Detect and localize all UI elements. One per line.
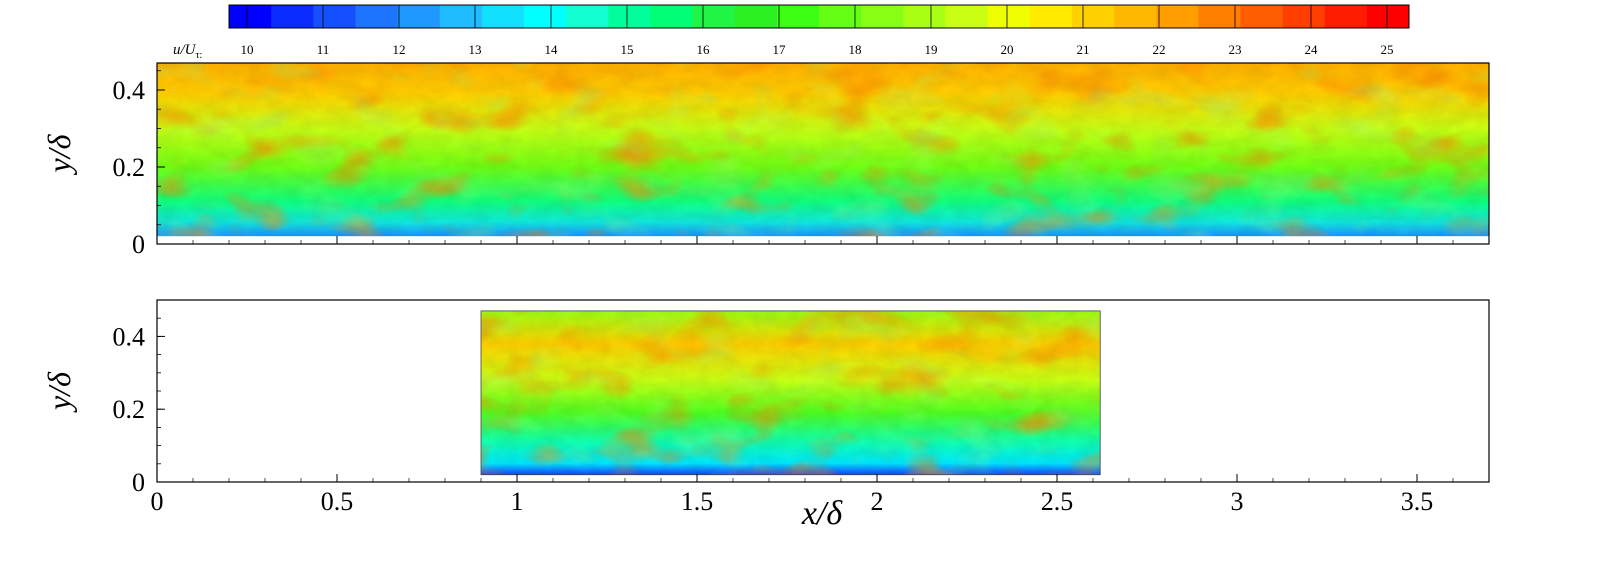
colorbar-swatch	[1029, 5, 1073, 28]
x-axis-label: x/δ	[801, 495, 844, 532]
colorbar-swatch	[776, 5, 820, 28]
colorbar-swatch	[1198, 5, 1241, 28]
colorbar-swatch	[1324, 5, 1368, 28]
colorbar-swatch	[1071, 5, 1115, 28]
colorbar-swatch	[271, 5, 314, 28]
bottom-field-texture	[481, 310, 1101, 475]
bottom-y-ticks: 0 0.2 0.4	[113, 299, 165, 497]
colorbar-tick-label: 17	[773, 42, 787, 57]
top-y-ticks: 0 0.2 0.4	[113, 70, 165, 259]
colorbar-tick-label: 12	[393, 42, 406, 57]
colorbar-swatch	[1282, 5, 1326, 28]
y-tick-label: 0	[132, 230, 145, 259]
colorbar-swatch	[1366, 5, 1410, 28]
bottom-x-ticks: 0 0.5 1 1.5 2 2.5 3 3.5	[151, 474, 1454, 516]
colorbar-swatch	[229, 5, 272, 28]
bottom-field	[481, 310, 1101, 475]
colorbar-swatch	[313, 5, 356, 28]
colorbar-swatch	[397, 5, 441, 28]
colorbar-tick-labels: 10 11 12 13 14 15 16 17 18 19 20 21 22 23 24 25	[241, 42, 1394, 57]
y-tick-label: 0.4	[113, 322, 146, 351]
bottom-field-border	[480, 310, 1101, 476]
colorbar: 10 11 12 13 14 15 16 17 18 19 20 21 22 23 24 25 u/Uτ:	[173, 4, 1410, 61]
colorbar-swatch	[439, 5, 483, 28]
x-tick-label: 2	[871, 487, 884, 516]
colorbar-border	[228, 4, 1410, 29]
colorbar-tick-label: 16	[697, 42, 711, 57]
colorbar-swatch	[1240, 5, 1284, 28]
colorbar-swatch	[566, 5, 609, 28]
top-field-texture	[157, 63, 1489, 237]
x-tick-label: 1	[511, 487, 524, 516]
y-tick-label: 0	[132, 468, 145, 497]
colorbar-swatch	[734, 5, 778, 28]
colorbar-label: u/Uτ:	[173, 42, 202, 61]
colorbar-swatch	[1114, 5, 1157, 28]
colorbar-tick-label: 24	[1305, 42, 1319, 57]
top-panel: 0 0.2 0.4 y/δ	[41, 62, 1490, 259]
x-tick-label: 2.5	[1041, 487, 1074, 516]
colorbar-swatch	[945, 5, 989, 28]
y-tick-label: 0.2	[113, 395, 146, 424]
colorbar-tick-label: 11	[317, 42, 330, 57]
colorbar-tick-label: 18	[849, 42, 862, 57]
colorbar-tick-label: 22	[1153, 42, 1166, 57]
colorbar-tick-label: 20	[1001, 42, 1014, 57]
colorbar-tick-label: 15	[621, 42, 634, 57]
colorbar-swatch	[608, 5, 651, 28]
bottom-panel: 0 0.5 1 1.5 2 2.5 3 3.5 0 0.2 0.4 y/δ x/δ	[41, 299, 1490, 532]
colorbar-swatch	[481, 5, 525, 28]
y-tick-label: 0.4	[113, 76, 146, 105]
colorbar-swatch	[903, 5, 946, 28]
top-field	[157, 63, 1489, 237]
colorbar-tick-label: 25	[1381, 42, 1394, 57]
x-tick-label: 0	[151, 487, 164, 516]
colorbar-swatch	[692, 5, 736, 28]
x-tick-label: 3.5	[1401, 487, 1434, 516]
colorbar-swatch	[819, 5, 862, 28]
colorbar-swatch	[987, 5, 1031, 28]
colorbar-swatch	[861, 5, 904, 28]
colorbar-swatch	[1156, 5, 1199, 28]
x-tick-label: 0.5	[321, 487, 354, 516]
colorbar-tick-label: 10	[241, 42, 254, 57]
y-tick-label: 0.2	[113, 153, 146, 182]
colorbar-tick-label: 21	[1077, 42, 1090, 57]
colorbar-tick-label: 19	[925, 42, 938, 57]
colorbar-swatch	[524, 5, 567, 28]
colorbar-tick-label: 13	[469, 42, 482, 57]
colorbar-tick-label: 14	[545, 42, 559, 57]
colorbar-tick-label: 23	[1229, 42, 1242, 57]
x-tick-label: 3	[1231, 487, 1244, 516]
top-x-ticks	[156, 236, 1454, 244]
x-tick-label: 1.5	[681, 487, 714, 516]
colorbar-swatch	[355, 5, 399, 28]
colorbar-swatches	[228, 4, 1410, 29]
top-y-axis-label: y/δ	[41, 133, 77, 175]
top-axes-frame	[156, 62, 1490, 245]
bottom-y-axis-label: y/δ	[41, 371, 77, 413]
colorbar-swatch	[650, 5, 694, 28]
